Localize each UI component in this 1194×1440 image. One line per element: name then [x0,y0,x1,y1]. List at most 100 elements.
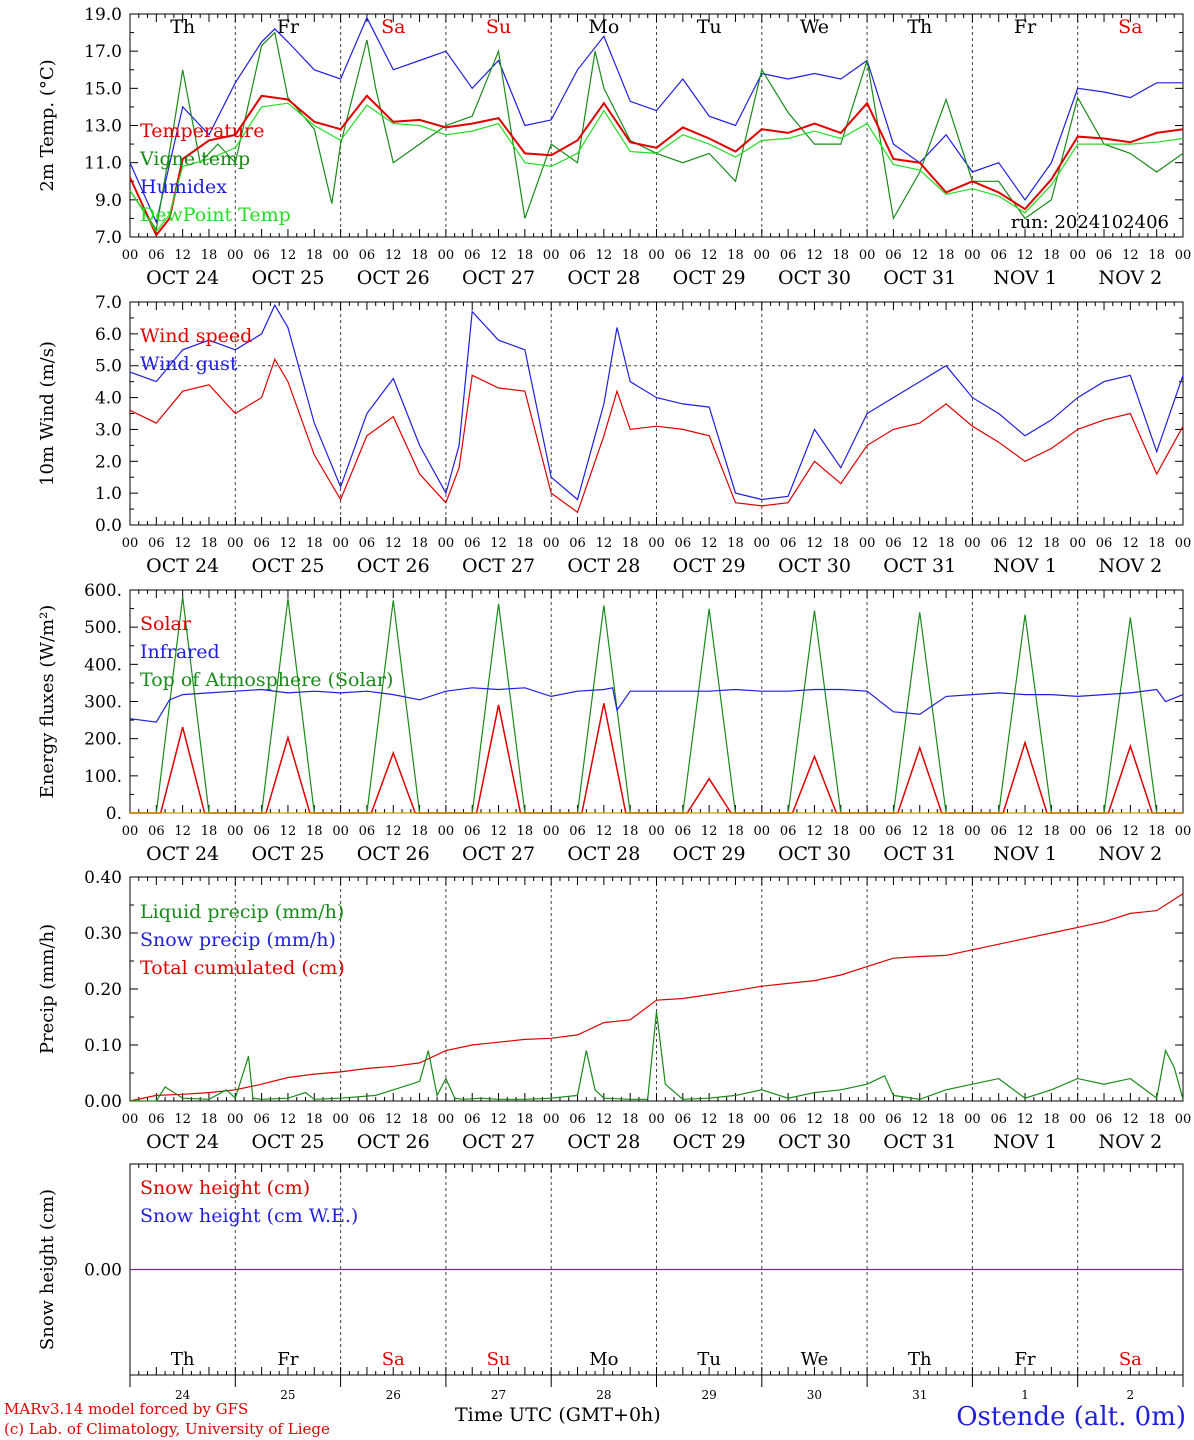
hour-label: 06 [675,824,692,839]
y-tick-label: 0.40 [84,868,122,888]
hour-label: 18 [938,1112,955,1127]
date-label: OCT 25 [251,1131,324,1153]
y-axis-label: Precip (mm/h) [37,924,58,1054]
day-name: Fr [1014,16,1037,38]
day-name: Mo [589,1349,618,1370]
station-name: Ostende (alt. 0m) [956,1402,1186,1432]
hour-label: 00 [122,1112,139,1127]
hour-label: 00 [1175,536,1192,551]
hour-label: 06 [675,248,692,263]
legend-entry: Snow precip (mm/h) [140,929,336,951]
hour-label: 06 [885,1112,902,1127]
copyright-credit: (c) Lab. of Climatology, University of L… [4,1420,330,1438]
model-credit: MARv3.14 model forced by GFS [4,1400,249,1418]
day-name: Th [907,16,932,38]
date-label: NOV 2 [1098,267,1162,289]
y-tick-label: 6.0 [95,325,122,345]
date-label: OCT 27 [462,1131,535,1153]
hour-label: 00 [648,248,665,263]
date-label: OCT 30 [778,267,851,289]
date-label: OCT 24 [146,843,219,865]
hour-label: 00 [227,248,244,263]
hour-label: 06 [148,536,165,551]
hour-label: 00 [1069,248,1086,263]
hour-label: 00 [438,248,455,263]
y-tick-label: 7.0 [95,293,122,313]
y-tick-label: 300. [84,693,122,713]
series-infrared [129,687,1184,723]
hour-label: 18 [411,824,428,839]
y-tick-label: 100. [84,767,122,787]
legend-entry: Vigne temp [139,148,250,170]
date-label: OCT 29 [673,843,746,865]
legend-entry: Top of Atmosphere (Solar) [140,669,393,691]
date-label: OCT 24 [146,267,219,289]
date-label: OCT 27 [462,843,535,865]
hour-label: 06 [885,824,902,839]
hour-label: 18 [1043,824,1060,839]
hour-label: 12 [596,1112,613,1127]
hour-label: 00 [859,824,876,839]
hour-label: 00 [543,536,560,551]
hour-label: 06 [780,536,797,551]
hour-label: 18 [411,248,428,263]
hour-label: 06 [990,824,1007,839]
day-number: 25 [280,1388,295,1402]
hour-label: 12 [174,248,191,263]
panel-frame [129,589,1184,814]
date-label: OCT 31 [883,555,956,577]
y-tick-label: 19.0 [84,5,122,25]
date-label: NOV 1 [993,555,1057,577]
hour-label: 18 [727,536,744,551]
hour-label: 12 [280,824,297,839]
y-tick-label: 200. [84,730,122,750]
hour-label: 06 [464,824,481,839]
day-number: 1 [1021,1388,1029,1402]
date-label: NOV 1 [993,843,1057,865]
hour-label: 06 [780,1112,797,1127]
date-label: NOV 2 [1098,843,1162,865]
hour-label: 18 [1043,248,1060,263]
hour-label: 18 [201,824,218,839]
day-name: We [800,16,829,38]
day-number: 30 [807,1388,822,1402]
date-label: OCT 28 [567,1131,640,1153]
legend-entry: Humidex [140,176,227,198]
hour-label: 06 [1096,248,1113,263]
date-label: OCT 25 [251,555,324,577]
day-name: Fr [1015,1349,1036,1370]
hour-label: 00 [438,536,455,551]
y-tick-label: 5.0 [95,357,122,377]
hour-label: 12 [596,248,613,263]
y-axis-label: 2m Temp. (°C) [37,59,58,191]
y-tick-label: 4.0 [95,389,122,409]
day-name: Th [908,1349,932,1370]
legend-entry: Total cumulated (cm) [140,957,345,979]
legend-entry: Snow height (cm) [140,1177,310,1199]
hour-label: 06 [990,536,1007,551]
y-tick-label: 9.0 [95,191,122,211]
day-name: We [801,1349,829,1370]
hour-label: 06 [253,248,270,263]
hour-label: 12 [806,536,823,551]
hour-label: 00 [227,536,244,551]
hour-label: 06 [359,536,376,551]
series-wind-gust [129,303,1184,501]
date-label: OCT 26 [357,843,430,865]
hour-label: 00 [122,536,139,551]
hour-label: 00 [754,1112,771,1127]
hour-label: 00 [227,1112,244,1127]
day-number: 28 [596,1388,611,1402]
y-tick-label: 0.00 [84,1092,122,1112]
date-label: OCT 25 [251,267,324,289]
y-tick-label: 3.0 [95,420,122,440]
day-name: Su [487,1349,511,1370]
hour-label: 18 [622,536,639,551]
hour-label: 12 [701,1112,718,1127]
hour-label: 18 [833,824,850,839]
y-tick-label: 0.20 [84,980,122,1000]
day-name: Tu [697,16,722,38]
hour-label: 00 [543,824,560,839]
hour-label: 12 [701,248,718,263]
hour-label: 06 [675,536,692,551]
